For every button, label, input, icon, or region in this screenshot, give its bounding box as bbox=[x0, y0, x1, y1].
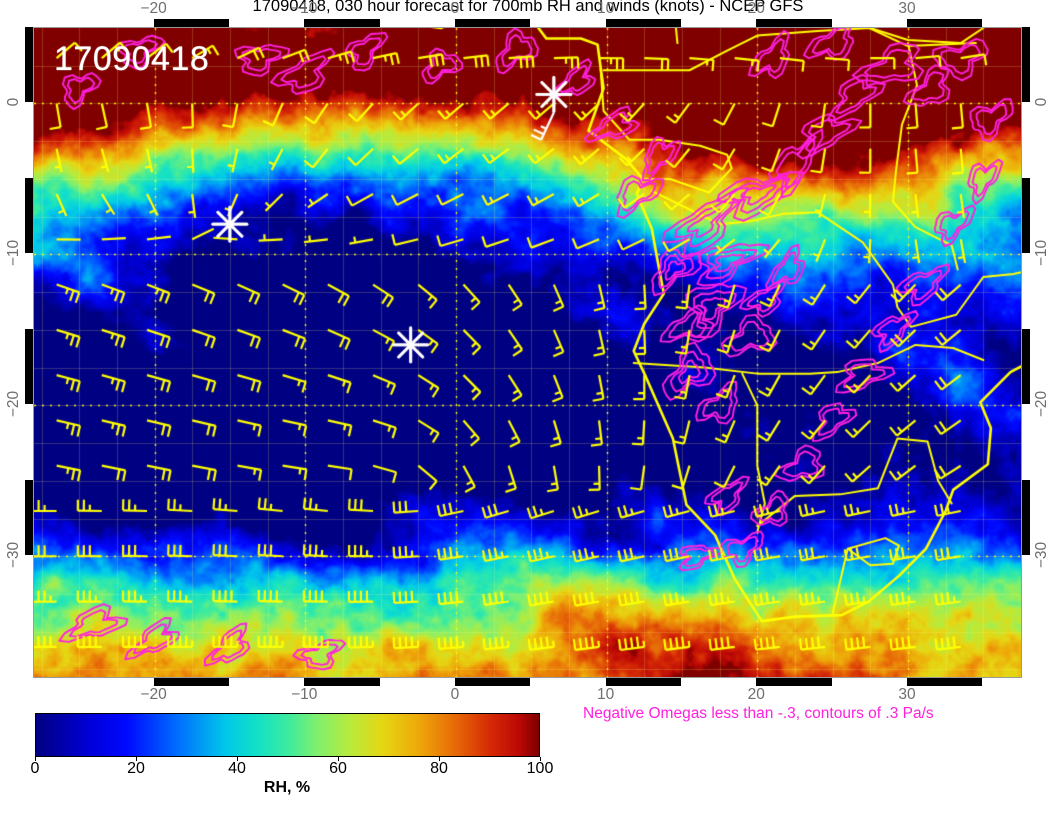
colorbar-tick bbox=[540, 757, 541, 761]
x-tick-label-top: −20 bbox=[140, 0, 167, 17]
x-tick-label-top: 0 bbox=[450, 0, 460, 17]
ruler-segment bbox=[1022, 177, 1030, 254]
colorbar-title: RH, % bbox=[263, 779, 311, 796]
ruler-segment bbox=[1022, 27, 1030, 103]
ruler-segment bbox=[153, 678, 229, 686]
y-tick-label-right: −30 bbox=[1033, 542, 1050, 569]
colorbar-tick-label: 60 bbox=[329, 760, 347, 777]
ruler-segment bbox=[25, 177, 33, 254]
colorbar-tick bbox=[35, 757, 36, 761]
ruler-segment bbox=[25, 27, 33, 103]
ruler-segment bbox=[454, 19, 531, 27]
page-title: 17090418, 030 hour forecast for 700mb RH… bbox=[252, 0, 804, 15]
colorbar-tick-label: 40 bbox=[228, 760, 246, 777]
x-tick-label-bottom: 30 bbox=[898, 686, 916, 703]
ruler-segment bbox=[25, 328, 33, 405]
ruler-segment bbox=[605, 19, 681, 27]
ruler-segment bbox=[153, 19, 229, 27]
y-tick-label-left: −30 bbox=[5, 542, 22, 569]
x-tick-label-bottom: −20 bbox=[140, 686, 167, 703]
ruler-segment bbox=[1022, 328, 1030, 405]
y-tick-label-right: −10 bbox=[1033, 240, 1050, 267]
x-tick-label-bottom: 0 bbox=[450, 686, 460, 703]
colorbar-tick bbox=[136, 757, 137, 761]
axis-ruler-left bbox=[25, 27, 33, 678]
ruler-segment bbox=[756, 678, 832, 686]
y-tick-label-left: −20 bbox=[5, 391, 22, 418]
x-tick-label-top: 30 bbox=[898, 0, 916, 17]
map-overlays bbox=[34, 28, 1021, 677]
colorbar-tick-label: 80 bbox=[430, 760, 448, 777]
ruler-segment bbox=[304, 678, 380, 686]
date-stamp-label: 17090418 bbox=[54, 40, 210, 78]
colorbar-tick-label: 100 bbox=[526, 760, 554, 777]
ruler-segment bbox=[454, 678, 531, 686]
ruler-segment bbox=[25, 479, 33, 556]
x-tick-label-bottom: −10 bbox=[291, 686, 318, 703]
axis-ruler-bottom bbox=[33, 678, 1022, 686]
y-tick-label-left: −10 bbox=[5, 240, 22, 267]
colorbar-tick-label: 0 bbox=[30, 760, 40, 777]
colorbar-tick-label: 20 bbox=[127, 760, 145, 777]
ruler-segment bbox=[906, 678, 983, 686]
x-tick-label-top: −10 bbox=[291, 0, 318, 17]
x-tick-label-top: 20 bbox=[747, 0, 765, 17]
y-tick-label-right: 0 bbox=[1033, 98, 1050, 107]
x-tick-label-bottom: 10 bbox=[596, 686, 615, 703]
y-tick-label-right: −20 bbox=[1033, 391, 1050, 418]
colorbar-tick bbox=[237, 757, 238, 761]
colorbar-gradient bbox=[35, 713, 540, 757]
y-tick-label-left: 0 bbox=[5, 98, 22, 107]
x-tick-label-top: 10 bbox=[596, 0, 615, 17]
ruler-segment bbox=[1022, 479, 1030, 556]
ruler-segment bbox=[605, 678, 681, 686]
ruler-segment bbox=[906, 19, 983, 27]
map-plot-area[interactable]: 17090418 bbox=[33, 27, 1022, 678]
axis-ruler-right bbox=[1022, 27, 1030, 678]
colorbar-tick bbox=[439, 757, 440, 761]
omega-contour-note: Negative Omegas less than -.3, contours … bbox=[583, 705, 934, 722]
colorbar-tick bbox=[338, 757, 339, 761]
axis-ruler-top bbox=[33, 19, 1022, 27]
colorbar bbox=[35, 713, 540, 757]
ruler-segment bbox=[756, 19, 832, 27]
ruler-segment bbox=[304, 19, 380, 27]
x-tick-label-bottom: 20 bbox=[747, 686, 765, 703]
